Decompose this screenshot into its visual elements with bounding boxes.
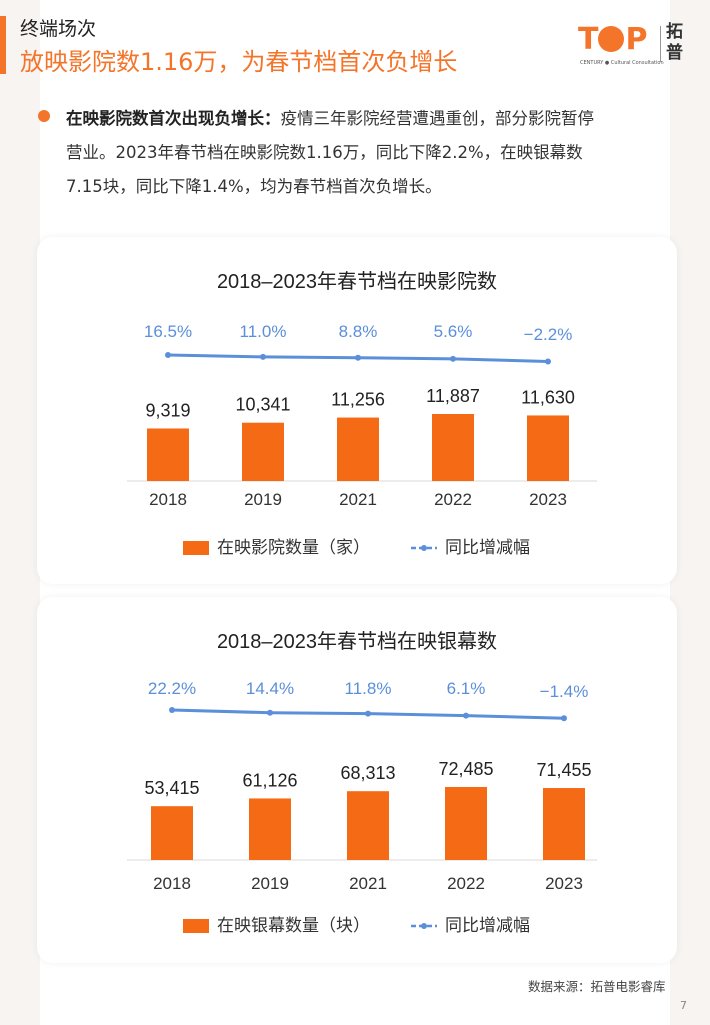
bar — [337, 417, 379, 481]
yoy-point — [365, 710, 371, 717]
legend-line-label: 同比增减幅 — [445, 538, 530, 557]
logo-divider — [660, 26, 661, 62]
yoy-point — [355, 354, 361, 361]
yoy-point — [450, 355, 456, 362]
yoy-point — [169, 707, 175, 713]
yoy-label: 6.1% — [447, 679, 486, 698]
x-tick-label: 2021 — [339, 490, 377, 509]
yoy-label: 8.8% — [339, 322, 378, 341]
page-title: 放映影院数1.16万，为春节档首次负增长 — [20, 48, 458, 76]
bar — [445, 787, 487, 860]
page-number: 7 — [680, 999, 687, 1012]
x-tick-label: 2018 — [149, 490, 187, 509]
chart-title: 2018–2023年春节档在映银幕数 — [217, 630, 497, 653]
yoy-label: 14.4% — [246, 679, 294, 698]
legend-bar-swatch — [183, 541, 209, 555]
bar-value-label: 9,319 — [145, 400, 190, 420]
x-tick-label: 2023 — [529, 490, 567, 509]
yoy-label: 16.5% — [144, 322, 192, 341]
bar-value-label: 11,256 — [331, 390, 385, 410]
x-tick-label: 2022 — [434, 490, 472, 509]
yoy-point — [260, 353, 266, 360]
summary-line2: 营业。2023年春节档在映影院数1.16万，同比下降2.2%，在映银幕数 — [66, 143, 583, 162]
logo-chinese-name: 拓普 — [666, 22, 683, 63]
bar — [432, 414, 474, 481]
summary-heading: 在映影院数首次出现负增长： — [66, 109, 281, 128]
bullet-dot-icon — [38, 110, 50, 122]
chart-title: 2018–2023年春节档在映影院数 — [217, 270, 497, 293]
yoy-label: 22.2% — [148, 679, 196, 698]
summary-paragraph: 在映影院数首次出现负增长：疫情三年影院经营遭遇重创，部分影院暂停 营业。2023… — [66, 102, 674, 204]
bar — [151, 806, 193, 860]
logo-o-icon — [598, 26, 625, 52]
chart-card-screens: 2018–2023年春节档在映银幕数 22.2% 14.4% 11.8% 6.1% −1.… — [37, 597, 677, 963]
legend-line-marker — [421, 545, 427, 551]
yoy-point — [165, 352, 171, 358]
title-accent-bar — [0, 16, 6, 74]
cinema-count-chart: 2018–2023年春节档在映影院数 16.5% 11.0% 8.8% 5.6% −2.2… — [127, 270, 597, 557]
yoy-label: −1.4% — [540, 682, 589, 701]
bar — [242, 422, 284, 481]
bar-value-label: 53,415 — [144, 778, 199, 798]
x-tick-label: 2021 — [349, 874, 387, 893]
legend-bar-label: 在映影院数量（家） — [217, 538, 370, 557]
bar — [147, 428, 189, 481]
bar — [347, 791, 389, 860]
screen-count-chart: 2018–2023年春节档在映银幕数 22.2% 14.4% 11.8% 6.1% −1.… — [127, 630, 597, 935]
logo-subtitle: CENTURY ● Cultural Consultation — [580, 60, 664, 66]
legend-line-marker — [421, 923, 427, 929]
yoy-point — [463, 712, 469, 719]
bar — [249, 798, 291, 860]
bar — [543, 788, 585, 860]
bar-value-label: 71,455 — [536, 760, 591, 780]
bar-value-label: 72,485 — [438, 759, 493, 779]
bar-value-label: 61,126 — [242, 770, 297, 790]
chart-card-cinemas: 2018–2023年春节档在映影院数 16.5% 11.0% 8.8% 5.6% −2.2… — [37, 237, 677, 584]
bar-value-label: 10,341 — [235, 395, 290, 415]
x-tick-label: 2019 — [244, 490, 282, 509]
yoy-point — [267, 709, 273, 716]
x-tick-label: 2023 — [545, 874, 583, 893]
yoy-label: 11.0% — [240, 322, 287, 341]
bar-value-label: 11,630 — [521, 387, 575, 407]
legend-bar-label: 在映银幕数量（块） — [217, 916, 370, 935]
legend-line-label: 同比增减幅 — [445, 916, 530, 935]
yoy-label: −2.2% — [524, 325, 573, 344]
bar-value-label: 68,313 — [340, 763, 395, 783]
yoy-point — [545, 358, 551, 365]
summary-line3: 7.15块，同比下降1.4%，均为春节档首次负增长。 — [66, 177, 442, 196]
data-source: 数据来源：拓普电影睿库 — [528, 979, 666, 994]
legend-bar-swatch — [183, 919, 209, 933]
bar — [527, 415, 569, 481]
yoy-label: 11.8% — [345, 679, 392, 698]
yoy-label: 5.6% — [434, 322, 473, 341]
bar-value-label: 11,887 — [426, 386, 480, 406]
yoy-point — [561, 715, 567, 722]
section-label: 终端场次 — [20, 18, 97, 40]
summary-line1: 疫情三年影院经营遭遇重创，部分影院暂停 — [280, 109, 595, 128]
x-tick-label: 2018 — [153, 874, 191, 893]
x-tick-label: 2019 — [251, 874, 289, 893]
x-tick-label: 2022 — [447, 874, 485, 893]
